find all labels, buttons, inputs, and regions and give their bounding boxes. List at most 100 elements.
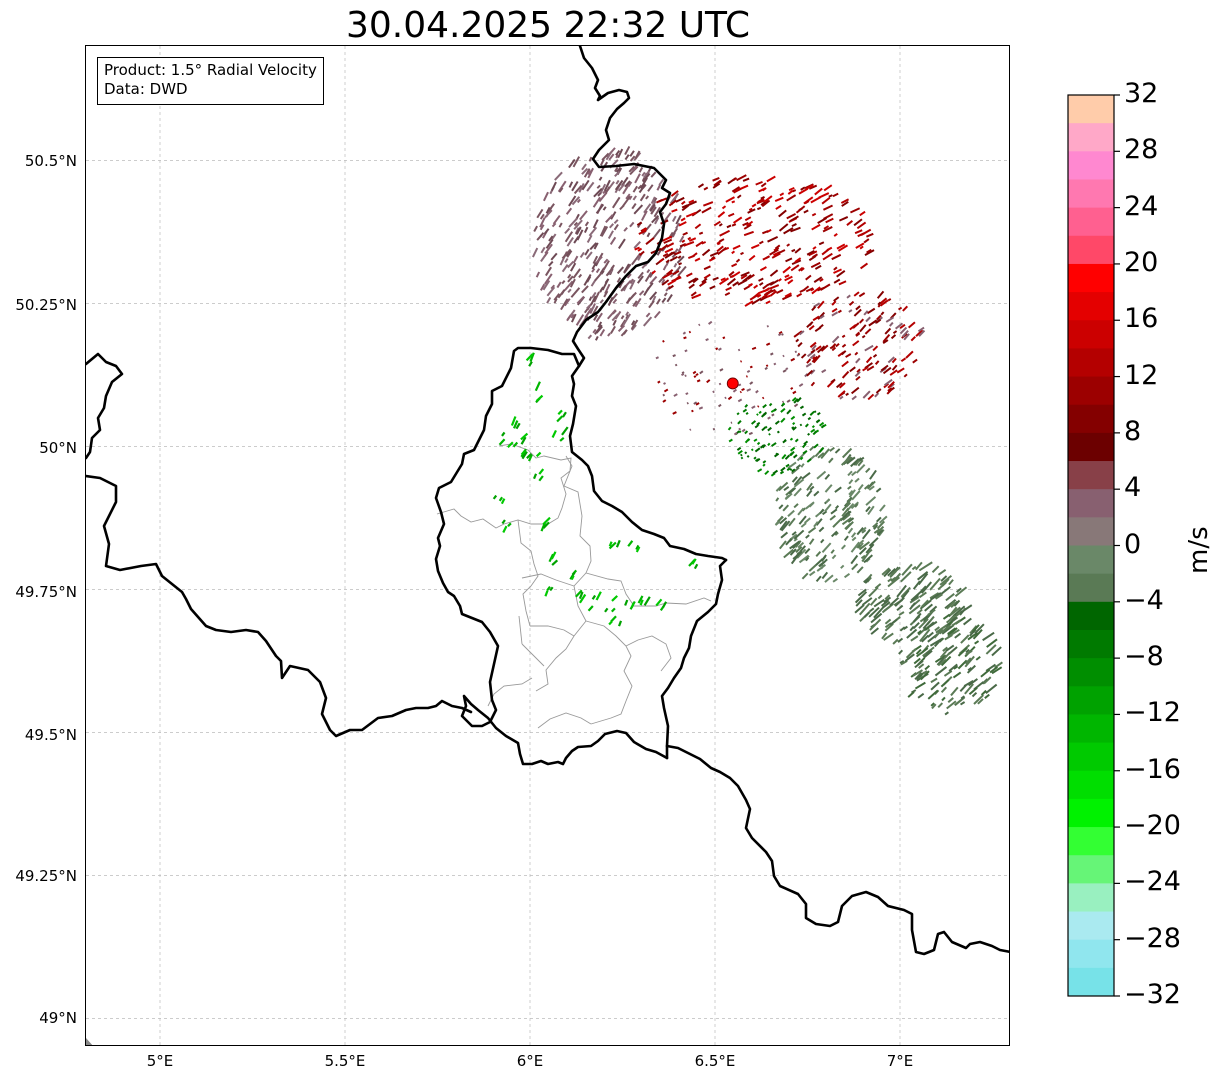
radar-echo-streak [795, 205, 806, 214]
radar-echo-streak [789, 468, 793, 471]
radar-echo-streak [807, 432, 811, 436]
radar-echo-streak [603, 179, 611, 192]
radar-echo-streak [637, 595, 644, 604]
radar-echo-streak [639, 599, 644, 606]
radar-echo-streak [883, 632, 894, 641]
radar-echo-streak [869, 469, 877, 480]
radar-echo-streak [631, 203, 637, 210]
colorbar-block [1068, 489, 1114, 518]
radar-echo-streak [862, 366, 869, 372]
radar-echo-streak [968, 686, 978, 696]
radar-echo-streak [834, 531, 839, 536]
radar-echo-streak [818, 421, 825, 427]
radar-echo-streak [568, 195, 577, 207]
radar-echo-streak [807, 526, 817, 534]
radar-echo-streak [594, 255, 603, 265]
radar-echo-streak [657, 380, 661, 384]
radar-echo-streak [581, 179, 590, 191]
radar-echo-streak [628, 195, 633, 201]
radar-echo-streak [848, 489, 856, 498]
radar-echo-streak [782, 504, 790, 512]
radar-echo-streak [836, 382, 843, 389]
radar-echo-streak [573, 235, 580, 244]
radar-echo-streak [738, 430, 742, 434]
radar-echo-streak [662, 393, 666, 397]
radar-echo-streak [769, 279, 779, 286]
lon-tick-label: 5.5°E [324, 1052, 366, 1070]
radar-echo-streak [939, 650, 947, 659]
radar-echo-streak [896, 604, 904, 612]
radar-echo-streak [829, 514, 836, 521]
radar-echo-streak [857, 484, 864, 491]
radar-echo-streak [912, 580, 921, 590]
radar-echo-streak [790, 264, 800, 272]
radar-echo-streak [593, 187, 603, 198]
radar-echo-streak [748, 431, 753, 436]
lat-tick-label: 50.5°N [24, 152, 77, 170]
radar-echo-streak [731, 263, 738, 268]
radar-echo-streak [769, 248, 779, 256]
radar-echo-streak [605, 150, 613, 161]
radar-echo-streak [863, 611, 870, 618]
radar-echo-streak [760, 195, 765, 200]
radar-echo-streak [759, 281, 764, 286]
radar-echo-streak [737, 348, 741, 352]
radar-echo-streak [766, 281, 775, 287]
radar-echo-streak [569, 278, 576, 288]
radar-echo-streak [860, 262, 869, 270]
radar-echo-streak [551, 222, 557, 228]
radar-echo-streak [713, 220, 721, 227]
radar-echo-streak [544, 251, 549, 257]
radar-echo-streak [841, 360, 849, 368]
radar-echo-streak [570, 313, 575, 319]
radar-echo-streak [791, 426, 795, 430]
radar-echo-streak [909, 625, 915, 632]
radar-echo-streak [948, 646, 958, 655]
radar-echo-streak [941, 696, 946, 702]
radar-echo-streak [544, 243, 553, 255]
radar-echo-streak [655, 356, 659, 360]
radar-echo-streak [732, 388, 738, 393]
radar-echo-streak [798, 383, 804, 388]
radar-echo-streak [862, 390, 871, 399]
radar-echo-streak [725, 196, 735, 203]
radar-echo-streak [924, 603, 934, 612]
radar-echo-streak [817, 300, 825, 309]
radar-echo-streak [925, 650, 931, 655]
radar-echo-streak [764, 366, 768, 371]
radar-echo-streak [822, 252, 833, 261]
radar-echo-streak [819, 558, 828, 568]
radar-echo-streak [688, 330, 692, 334]
radar-echo-streak [579, 251, 585, 259]
radar-echo-streak [739, 390, 742, 394]
radar-echo-streak [545, 238, 554, 249]
figure-title: 30.04.2025 22:32 UTC [345, 5, 751, 46]
radar-echo-streak [918, 663, 925, 669]
radar-echo-streak [892, 638, 899, 645]
radar-echo-streak [675, 196, 685, 203]
radar-echo-streak [585, 251, 593, 260]
radar-echo-streak [649, 203, 656, 212]
admin-boundary-line [487, 677, 533, 707]
radar-echo-streak [677, 265, 687, 277]
radar-echo-streak [820, 424, 825, 429]
radar-echo-streak [648, 300, 655, 309]
radar-echo-streak [848, 300, 855, 306]
radar-echo-streak [727, 396, 733, 401]
radar-echo-streak [848, 309, 853, 313]
radar-echo-streak [535, 394, 544, 402]
radar-echo-streak [757, 405, 760, 408]
radar-echo-streak [890, 334, 897, 340]
radar-echo-streak [795, 546, 803, 553]
radar-echo-streak [688, 199, 695, 204]
radar-echo-streak [805, 362, 812, 368]
radar-echo-streak [751, 346, 757, 351]
admin-boundary-line [521, 643, 545, 667]
radar-echo-streak [761, 412, 767, 418]
radar-echo-streak [980, 668, 991, 678]
radar-echo-streak [688, 277, 698, 284]
radar-echo-streak [800, 522, 807, 528]
radar-echo-streak [898, 306, 903, 311]
colorbar-block [1068, 95, 1114, 124]
